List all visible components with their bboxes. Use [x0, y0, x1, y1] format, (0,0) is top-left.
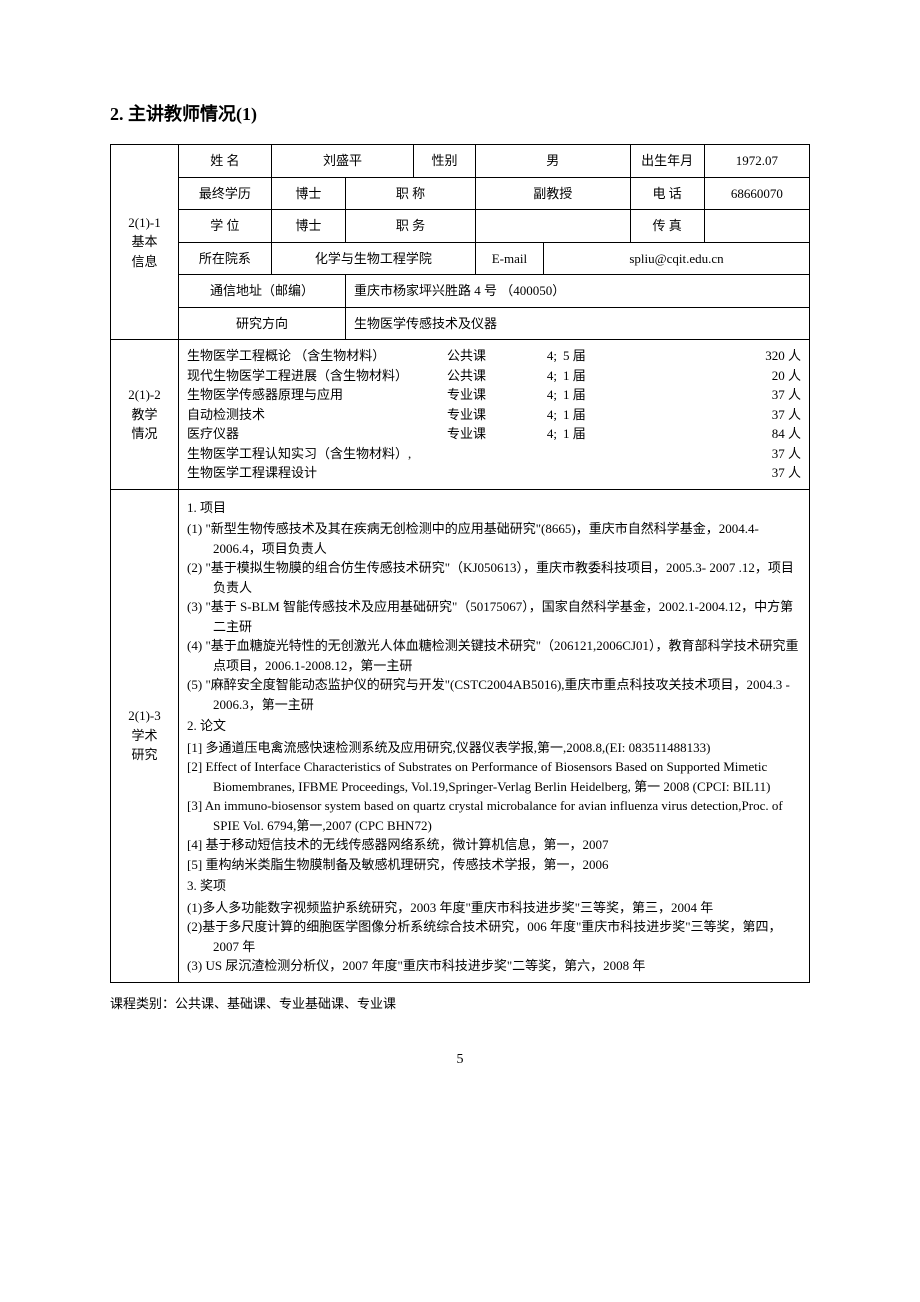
row-research-dir: 研究方向 生物医学传感技术及仪器 — [111, 307, 810, 340]
research-line: 2. 论文 — [187, 716, 801, 736]
lbl-gender: 性别 — [414, 145, 476, 178]
val-addr: 重庆市杨家坪兴胜路 4 号 （400050） — [346, 275, 810, 308]
val-title: 副教授 — [475, 177, 630, 210]
lbl-addr: 通信地址（邮编） — [179, 275, 346, 308]
lbl-post: 职 务 — [346, 210, 476, 243]
section-heading: 2. 主讲教师情况(1) — [110, 100, 810, 126]
side-research: 2(1)-3 学术 研究 — [111, 489, 179, 982]
page-number: 5 — [110, 1052, 810, 1068]
val-dept: 化学与生物工程学院 — [271, 242, 475, 275]
research-line: 3. 奖项 — [187, 876, 801, 896]
val-research: 生物医学传感技术及仪器 — [346, 307, 810, 340]
val-fax — [704, 210, 809, 243]
val-phone: 68660070 — [704, 177, 809, 210]
teaching-row: 生物医学工程课程设计37 人 — [187, 463, 801, 483]
research-line: (2) "基于模拟生物膜的组合仿生传感技术研究"（KJ050613），重庆市教委… — [187, 558, 801, 597]
teaching-row: 现代生物医学工程进展（含生物材料）公共课4;1 届20 人 — [187, 366, 801, 386]
research-line: (1) "新型生物传感技术及其在疾病无创检测中的应用基础研究"(8665)，重庆… — [187, 519, 801, 558]
row-edu: 最终学历 博士 职 称 副教授 电 话 68660070 — [111, 177, 810, 210]
footnote: 课程类别：公共课、基础课、专业基础课、专业课 — [110, 993, 810, 1012]
lbl-research: 研究方向 — [179, 307, 346, 340]
teaching-row: 生物医学工程概论 （含生物材料）公共课4;5 届320 人 — [187, 346, 801, 366]
row-addr: 通信地址（邮编） 重庆市杨家坪兴胜路 4 号 （400050） — [111, 275, 810, 308]
research-line: [2] Effect of Interface Characteristics … — [187, 757, 801, 796]
teaching-row: 生物医学工程认知实习（含生物材料）,37 人 — [187, 444, 801, 464]
row-teaching: 2(1)-2 教学 情况 生物医学工程概论 （含生物材料）公共课4;5 届320… — [111, 340, 810, 490]
research-line: (5) "麻醉安全度智能动态监护仪的研究与开发"(CSTC2004AB5016)… — [187, 675, 801, 714]
lbl-fax: 传 真 — [630, 210, 704, 243]
row-name: 2(1)-1 基本 信息 姓 名 刘盛平 性别 男 出生年月 1972.07 — [111, 145, 810, 178]
val-degree: 博士 — [271, 210, 345, 243]
research-line: (3) US 尿沉渣检测分析仪，2007 年度"重庆市科技进步奖"二等奖，第六，… — [187, 956, 801, 976]
research-line: [5] 重构纳米类脂生物膜制备及敏感机理研究，传感技术学报，第一，2006 — [187, 855, 801, 875]
research-line: 1. 项目 — [187, 498, 801, 518]
research-line: [4] 基于移动短信技术的无线传感器网络系统，微计算机信息，第一，2007 — [187, 835, 801, 855]
lbl-dept: 所在院系 — [179, 242, 272, 275]
teaching-row: 医疗仪器专业课4;1 届84 人 — [187, 424, 801, 444]
teacher-table: 2(1)-1 基本 信息 姓 名 刘盛平 性别 男 出生年月 1972.07 最… — [110, 144, 810, 983]
val-name: 刘盛平 — [271, 145, 413, 178]
research-line: (3) "基于 S-BLM 智能传感技术及应用基础研究"（50175067），国… — [187, 597, 801, 636]
lbl-phone: 电 话 — [630, 177, 704, 210]
val-edu: 博士 — [271, 177, 345, 210]
val-gender: 男 — [475, 145, 630, 178]
teaching-content: 生物医学工程概论 （含生物材料）公共课4;5 届320 人现代生物医学工程进展（… — [179, 340, 810, 490]
row-degree: 学 位 博士 职 务 传 真 — [111, 210, 810, 243]
research-line: [1] 多通道压电禽流感快速检测系统及应用研究,仪器仪表学报,第一,2008.8… — [187, 738, 801, 758]
research-line: (1)多人多功能数字视频监护系统研究，2003 年度"重庆市科技进步奖"三等奖，… — [187, 898, 801, 918]
row-research: 2(1)-3 学术 研究 1. 项目(1) "新型生物传感技术及其在疾病无创检测… — [111, 489, 810, 982]
lbl-name: 姓 名 — [179, 145, 272, 178]
lbl-birth: 出生年月 — [630, 145, 704, 178]
side-basic: 2(1)-1 基本 信息 — [111, 145, 179, 340]
teaching-row: 生物医学传感器原理与应用专业课4;1 届37 人 — [187, 385, 801, 405]
research-content: 1. 项目(1) "新型生物传感技术及其在疾病无创检测中的应用基础研究"(866… — [179, 489, 810, 982]
lbl-title: 职 称 — [346, 177, 476, 210]
research-line: (4) "基于血糖旋光特性的无创激光人体血糖检测关键技术研究"（206121,2… — [187, 636, 801, 675]
side-teaching: 2(1)-2 教学 情况 — [111, 340, 179, 490]
lbl-email: E-mail — [475, 242, 543, 275]
research-line: [3] An immuno-biosensor system based on … — [187, 796, 801, 835]
teaching-row: 自动检测技术专业课4;1 届37 人 — [187, 405, 801, 425]
lbl-degree: 学 位 — [179, 210, 272, 243]
row-dept: 所在院系 化学与生物工程学院 E-mail spliu@cqit.edu.cn — [111, 242, 810, 275]
val-birth: 1972.07 — [704, 145, 809, 178]
val-email: spliu@cqit.edu.cn — [543, 242, 809, 275]
research-line: (2)基于多尺度计算的细胞医学图像分析系统综合技术研究，006 年度"重庆市科技… — [187, 917, 801, 956]
page: 2. 主讲教师情况(1) 2(1)-1 基本 信息 姓 名 刘盛平 性别 男 出… — [0, 0, 920, 1108]
lbl-edu: 最终学历 — [179, 177, 272, 210]
val-post — [475, 210, 630, 243]
